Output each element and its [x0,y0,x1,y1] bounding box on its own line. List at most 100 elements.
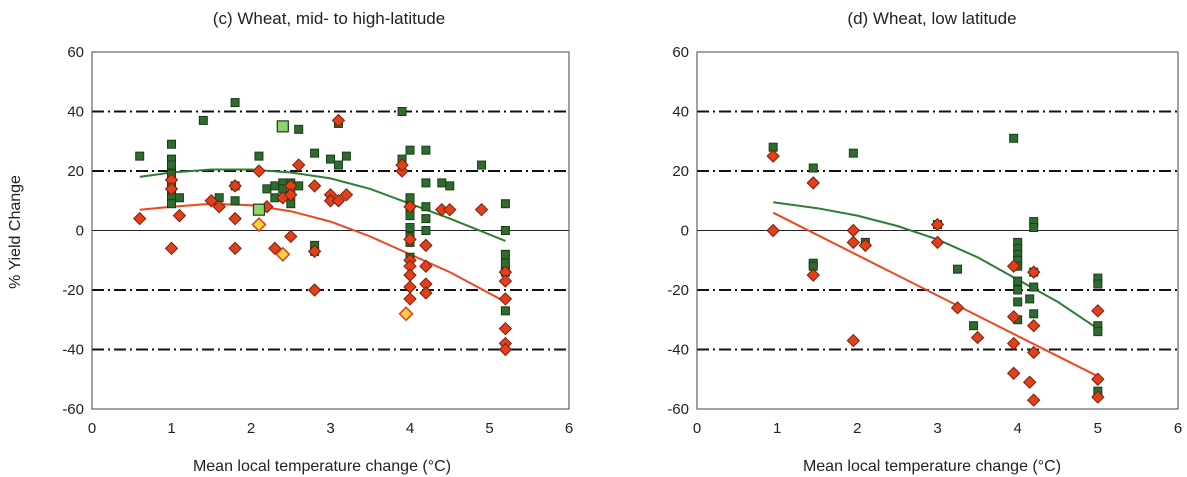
diamond-point [403,280,417,294]
y-tick-label: 60 [67,44,84,61]
y-tick-label: -40 [667,342,689,359]
square-point [1013,285,1023,295]
highlight-square-point [276,120,289,133]
square-point [1093,279,1103,289]
diamond-point [307,283,322,297]
diamond-point [1026,393,1041,407]
square-point [848,148,858,158]
diamond-point [164,241,179,256]
panel-c: (c) Wheat, mid- to high-latitude 0 1 2 3 4 5 6… [7,9,573,475]
diamond-point [228,211,242,226]
diamond-point [252,164,266,178]
diamond-point [1091,390,1105,404]
square-point [421,145,431,155]
diamond-point [858,238,873,253]
diamond-point [419,286,433,300]
x-tick-label: 6 [1174,420,1182,437]
square-point [500,199,510,209]
panel-c-points [132,98,513,357]
diamond-point [766,223,780,238]
diamond-point [498,342,513,357]
diamond-point [403,268,417,282]
square-point [326,154,335,164]
diamond-point [164,182,179,196]
diamond-point [307,244,322,259]
diamond-point [846,223,861,238]
y-tick-label: 40 [672,104,689,121]
panel-c-y-axis-label: % Yield Change [7,175,24,289]
x-tick-label: 5 [1094,420,1102,437]
diamond-point [268,241,282,256]
square-point [953,264,963,274]
diamond-point [846,235,861,250]
square-point [500,226,510,235]
diamond-point [806,176,820,190]
x-tick-label: 6 [565,420,573,437]
square-point [1029,282,1039,292]
square-point [421,178,431,188]
diamond-point [284,188,298,202]
x-tick-label: 4 [406,420,414,437]
diamond-point [132,211,147,226]
fit-curve-red [772,211,1099,378]
square-point [421,214,431,224]
diamond-point [498,321,513,336]
diamond-point [331,194,346,208]
diamond-point [1091,304,1105,318]
diamond-point [403,199,417,214]
panel-c-title: (c) Wheat, mid- to high-latitude [213,9,445,28]
square-point [294,124,304,134]
x-tick-label: 0 [88,420,96,437]
x-tick-label: 4 [1013,420,1021,437]
panel-d-title: (d) Wheat, low latitude [847,9,1016,28]
diamond-point [228,241,242,256]
diamond-point [806,268,820,282]
diamond-point [204,194,218,208]
diamond-point [395,158,409,172]
square-point [1029,223,1039,233]
highlight-diamond-point [398,306,414,322]
diamond-point [291,158,306,172]
diamond-point [212,199,226,214]
x-tick-label: 5 [485,420,493,437]
diamond-point [930,235,945,250]
square-point [167,160,176,170]
diamond-point [403,232,417,247]
square-point [174,193,184,203]
highlight-square-point [252,203,266,216]
square-point [310,148,320,158]
x-tick-label: 3 [933,420,941,437]
diamond-point [1026,318,1041,333]
square-point [500,249,510,259]
y-tick-label: 0 [76,223,84,240]
square-point [1013,276,1023,286]
panel-d-reference-lines [697,110,1178,351]
x-tick-label: 1 [167,420,175,437]
square-point [167,139,176,149]
panel-d-x-axis-label: Mean local temperature change (°C) [803,458,1061,475]
diamond-point [284,229,298,244]
square-point [1093,327,1103,337]
highlight-diamond-point [251,216,267,233]
diamond-point [1006,259,1021,273]
square-point [808,163,818,173]
square-point [167,199,176,209]
x-tick-label: 0 [693,420,701,437]
panel-c-ticks: 0 1 2 3 4 5 6 60 40 20 0 -20 -40 -60 [62,44,573,437]
y-tick-label: -60 [667,401,689,418]
square-point [477,160,487,170]
diamond-point [766,149,780,163]
diamond-point [172,208,187,223]
panel-c-reference-lines [92,110,569,351]
square-point [405,223,415,233]
y-tick-label: 0 [681,223,689,240]
y-tick-label: -40 [62,342,84,359]
y-tick-label: -20 [667,282,689,299]
square-point [341,151,351,161]
x-tick-label: 1 [773,420,781,437]
square-point [254,151,264,161]
panel-d-points [766,133,1105,407]
panel-d: (d) Wheat, low latitude 0 1 2 3 4 5 6 60 40 20 0 -2… [667,9,1182,475]
diamond-point [403,292,417,306]
diamond-point [498,292,513,306]
